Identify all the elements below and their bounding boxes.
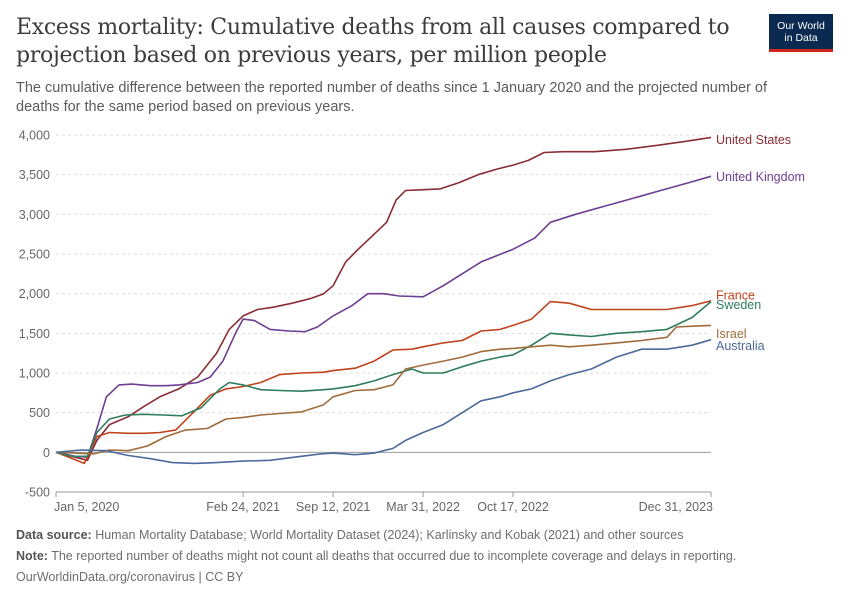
x-tick-label: Feb 24, 2021 [206, 500, 280, 514]
series-line-israel [55, 324, 712, 455]
y-tick-label: 2,000 [19, 287, 50, 301]
source-text: Human Mortality Database; World Mortalit… [91, 528, 684, 542]
series-line-united-kingdom [55, 175, 712, 458]
series-label-australia: Australia [716, 339, 765, 353]
owid-logo[interactable]: Our World in Data [769, 14, 833, 52]
y-tick-label: 3,000 [19, 208, 50, 222]
y-tick-label: 0 [43, 446, 50, 460]
chart-subtitle: The cumulative difference between the re… [16, 80, 767, 115]
x-tick-label: Mar 31, 2022 [386, 500, 460, 514]
series-label-france: France [716, 288, 755, 302]
x-tick-label: Oct 17, 2022 [477, 500, 549, 514]
note-text: The reported number of deaths might not … [47, 549, 737, 563]
y-tick-label: 1,500 [19, 327, 50, 341]
series-line-australia [55, 338, 712, 465]
x-tick-label: Jan 5, 2020 [54, 500, 119, 514]
chart-title: Excess mortality: Cumulative deaths from… [16, 15, 730, 68]
credit-link[interactable]: OurWorldinData.org/coronavirus | CC BY [16, 570, 243, 584]
series-line-france [55, 300, 712, 465]
data-source: Data source: Human Mortality Database; W… [16, 528, 683, 542]
x-tick-label: Dec 31, 2023 [639, 500, 713, 514]
series-line-sweden [55, 300, 712, 458]
y-tick-label: 4,000 [19, 129, 50, 143]
y-tick-label: 3,500 [19, 168, 50, 182]
series-label-united-kingdom: United Kingdom [716, 170, 805, 184]
y-tick-label: -500 [25, 486, 50, 500]
logo-line-2: in Data [784, 32, 818, 44]
x-tick-label: Sep 12, 2021 [296, 500, 370, 514]
credit-text[interactable]: OurWorldinData.org/coronavirus | CC BY [16, 570, 244, 584]
y-tick-label: 1,000 [19, 367, 50, 381]
logo-line-1: Our World [777, 20, 825, 32]
source-label: Data source: [16, 528, 92, 542]
note: Note: The reported number of deaths migh… [16, 549, 736, 563]
series-line-united-states [55, 136, 712, 462]
y-tick-label: 2,500 [19, 248, 50, 262]
series-label-sweden: Sweden [716, 298, 761, 312]
note-label: Note: [16, 549, 48, 563]
series-label-united-states: United States [716, 133, 791, 147]
series-label-israel: Israel [716, 327, 747, 341]
y-tick-label: 500 [29, 406, 50, 420]
